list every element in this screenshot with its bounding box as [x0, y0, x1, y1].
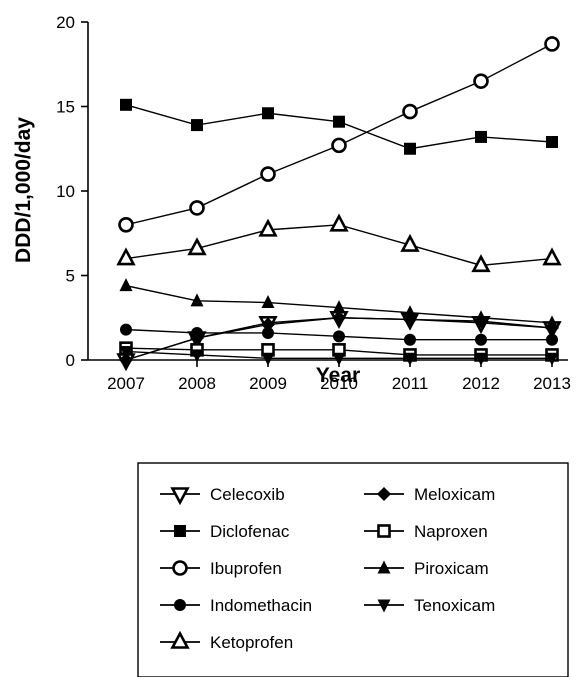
x-tick-label: 2009: [249, 374, 287, 393]
y-tick-label: 10: [56, 182, 75, 201]
legend-marker-piroxicam: [377, 560, 391, 574]
legend-item-indomethacin: Indomethacin: [160, 596, 312, 615]
point-indomethacin: [120, 323, 132, 336]
point-diclofenac: [475, 130, 487, 143]
point-ibuprofen: [260, 166, 276, 182]
legend-item-diclofenac: Diclofenac: [160, 522, 290, 541]
point-piroxicam: [261, 295, 275, 309]
point-piroxicam: [545, 315, 559, 329]
x-tick-label: 2013: [533, 374, 571, 393]
x-tick-label: 2008: [178, 374, 216, 393]
point-diclofenac: [262, 107, 274, 120]
legend-label: Naproxen: [414, 522, 488, 541]
point-tenoxicam: [261, 352, 275, 366]
point-meloxicam: [261, 317, 275, 332]
legend-item-piroxicam: Piroxicam: [364, 559, 489, 578]
point-indomethacin: [333, 330, 345, 343]
legend-item-ibuprofen: Ibuprofen: [160, 559, 282, 578]
point-piroxicam: [190, 293, 204, 307]
point-ibuprofen: [402, 103, 418, 120]
point-tenoxicam: [119, 346, 133, 360]
point-indomethacin: [475, 333, 487, 346]
point-ketoprofen: [116, 247, 136, 266]
legend-item-meloxicam: Meloxicam: [364, 485, 495, 504]
legend-item-celecoxib: Celecoxib: [160, 485, 285, 506]
legend-label: Celecoxib: [210, 485, 285, 504]
point-ketoprofen: [471, 254, 491, 273]
legend-label: Tenoxicam: [414, 596, 495, 615]
legend-label: Diclofenac: [210, 522, 290, 541]
point-piroxicam: [332, 300, 346, 314]
legend-marker-ibuprofen: [172, 560, 188, 576]
y-tick-label: 0: [66, 351, 75, 370]
legend: Celecoxib Meloxicam Diclofenac Naproxen Ibup…: [137, 462, 569, 677]
point-ketoprofen: [400, 233, 420, 252]
point-indomethacin: [404, 333, 416, 346]
y-tick-label: 5: [66, 267, 75, 286]
point-ibuprofen: [189, 200, 205, 216]
x-tick-label: 2012: [462, 374, 500, 393]
series-ibuprofen: [118, 36, 560, 233]
x-axis-title: Year: [316, 364, 360, 387]
point-diclofenac: [191, 119, 203, 132]
y-tick-label: 20: [56, 13, 75, 32]
point-tenoxicam: [332, 352, 346, 366]
series-line-ibuprofen: [125, 43, 553, 226]
point-piroxicam: [474, 310, 488, 324]
point-ibuprofen: [118, 217, 134, 233]
point-ketoprofen: [329, 213, 349, 232]
x-tick-label: 2007: [107, 374, 145, 393]
point-ketoprofen: [542, 247, 562, 266]
legend-label: Piroxicam: [414, 559, 489, 578]
legend-item-tenoxicam: Tenoxicam: [364, 596, 495, 615]
series-tenoxicam: [119, 346, 559, 366]
legend-marker-diclofenac: [174, 525, 186, 537]
series-diclofenac: [120, 98, 558, 155]
point-indomethacin: [546, 333, 558, 346]
x-tick-labels: 2007 2008 2009 2010 2011 2012 2013: [107, 374, 571, 393]
legend-label: Ibuprofen: [210, 559, 282, 578]
legend-marker-celecoxib: [170, 487, 190, 506]
point-diclofenac: [546, 135, 558, 148]
y-axis-title: DDD/1,000/day: [12, 117, 35, 263]
legend-marker-indomethacin: [174, 599, 186, 611]
point-tenoxicam: [545, 352, 559, 366]
x-tick-label: 2010: [320, 374, 358, 393]
point-diclofenac: [120, 98, 132, 111]
point-meloxicam: [119, 353, 133, 367]
point-ibuprofen: [544, 36, 560, 52]
legend-box: [137, 462, 569, 677]
legend-marker-meloxicam: [377, 487, 391, 501]
point-piroxicam: [403, 305, 417, 319]
point-piroxicam: [119, 278, 133, 292]
point-ketoprofen: [187, 237, 207, 256]
point-ibuprofen: [473, 73, 489, 89]
legend-label: Indomethacin: [210, 596, 312, 615]
legend-item-ketoprofen: Ketoprofen: [160, 630, 293, 652]
series-layer: [116, 36, 562, 372]
point-ketoprofen: [258, 218, 278, 237]
point-diclofenac: [333, 115, 345, 128]
series-ketoprofen: [116, 213, 562, 273]
point-meloxicam: [332, 310, 346, 325]
point-meloxicam: [190, 331, 204, 346]
legend-marker-ketoprofen: [170, 630, 190, 649]
series-piroxicam: [119, 278, 559, 329]
y-tick-labels: 0 5 10 15 20: [56, 13, 75, 370]
x-tick-label: 2011: [392, 374, 429, 393]
point-tenoxicam: [190, 349, 204, 363]
y-tick-label: 15: [56, 98, 75, 117]
point-diclofenac: [404, 142, 416, 155]
legend-label: Ketoprofen: [210, 633, 293, 652]
legend-marker-naproxen: [377, 524, 391, 538]
point-indomethacin: [262, 326, 274, 339]
point-tenoxicam: [403, 352, 417, 366]
point-ibuprofen: [331, 137, 347, 154]
legend-marker-tenoxicam: [377, 599, 391, 613]
legend-label: Meloxicam: [414, 485, 495, 504]
point-tenoxicam: [474, 352, 488, 366]
legend-item-naproxen: Naproxen: [364, 522, 488, 541]
